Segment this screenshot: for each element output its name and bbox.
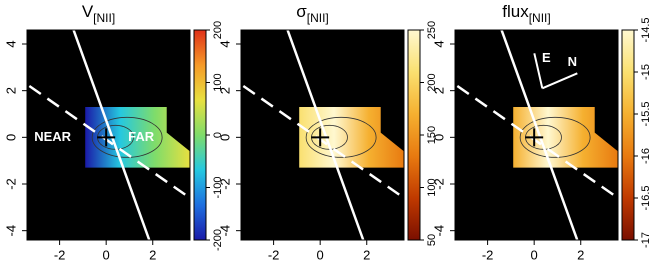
y-tick-label: 4: [3, 40, 18, 47]
y-tick-label: 2: [217, 87, 232, 94]
annotation: FAR: [128, 129, 155, 144]
y-tick-label: 2: [3, 87, 18, 94]
colorbar-tick-label: 150: [426, 126, 438, 144]
contour: [305, 116, 377, 158]
colorbar-tick-label: -16.5: [640, 185, 652, 210]
title-main: σ: [296, 2, 307, 21]
axis-line: [286, 29, 365, 241]
panel-title: σ[NII]: [296, 2, 329, 25]
plot-frame: [240, 29, 405, 241]
contour: [519, 116, 591, 158]
y-tick-label: -2: [3, 178, 18, 190]
y-tick-label: -2: [217, 178, 232, 190]
colorbar-tick-label: 250: [426, 21, 438, 39]
axis-line: [72, 29, 151, 241]
x-tick-label: 2: [363, 247, 370, 262]
plot-frame: [26, 29, 191, 241]
title-subscript: [NII]: [307, 11, 329, 25]
colorbar-tick-label: -16: [640, 148, 652, 164]
y-tick-label: 2: [431, 87, 446, 94]
title-subscript: [NII]: [93, 11, 115, 25]
x-tick-label: -2: [268, 247, 280, 262]
colorbar-tick-label: 200: [426, 73, 438, 91]
colorbar-tick-label: 100: [426, 178, 438, 196]
title-main: flux: [502, 2, 529, 21]
x-tick-label: -2: [482, 247, 494, 262]
y-tick-label: 0: [431, 134, 446, 141]
annotation: N: [568, 54, 577, 69]
x-tick-label: 2: [149, 247, 156, 262]
x-tick-label: 0: [317, 247, 324, 262]
dashed-line: [456, 84, 619, 200]
colorbar-tick-label: 50: [426, 234, 438, 246]
panel-title: V[NII]: [82, 2, 115, 25]
x-tick-label: -2: [54, 247, 66, 262]
colorbar-tick-label: 100: [212, 73, 224, 91]
compass-e: [533, 53, 544, 89]
dashed-line: [242, 84, 405, 200]
colorbar-tick-label: -17: [640, 232, 652, 248]
title-subscript: [NII]: [529, 11, 551, 25]
compass-n: [541, 72, 578, 90]
colorbar-tick-label: 200: [212, 21, 224, 39]
y-tick-label: 4: [217, 40, 232, 47]
y-tick-label: -4: [3, 225, 18, 237]
x-tick-label: 0: [531, 247, 538, 262]
x-tick-label: 0: [103, 247, 110, 262]
colorbar: [193, 29, 207, 241]
plot-frame: [454, 29, 619, 241]
colorbar-tick-label: -15.5: [640, 101, 652, 126]
y-tick-label: -2: [431, 178, 446, 190]
colorbar: [407, 29, 421, 241]
map-region: [299, 107, 404, 168]
annotation: E: [542, 50, 551, 65]
axis-line: [500, 29, 579, 241]
y-tick-label: 0: [217, 134, 232, 141]
colorbar-tick-label: -100: [212, 176, 224, 198]
map-region: [85, 107, 190, 168]
contour: [91, 116, 163, 158]
y-tick-label: -4: [217, 225, 232, 237]
annotation: NEAR: [34, 129, 71, 144]
colorbar: [621, 29, 635, 241]
panel-title: flux[NII]: [502, 2, 550, 25]
y-tick-label: 4: [431, 40, 446, 47]
colorbar-tick-label: -14.5: [640, 17, 652, 42]
y-tick-label: 0: [3, 134, 18, 141]
y-tick-label: -4: [431, 225, 446, 237]
colorbar-tick-label: -200: [212, 229, 224, 251]
dashed-line: [28, 84, 191, 200]
map-region: [513, 107, 618, 168]
title-main: V: [82, 2, 94, 21]
colorbar-tick-label: 0: [212, 132, 224, 138]
x-tick-label: 2: [577, 247, 584, 262]
colorbar-tick-label: -15: [640, 64, 652, 80]
